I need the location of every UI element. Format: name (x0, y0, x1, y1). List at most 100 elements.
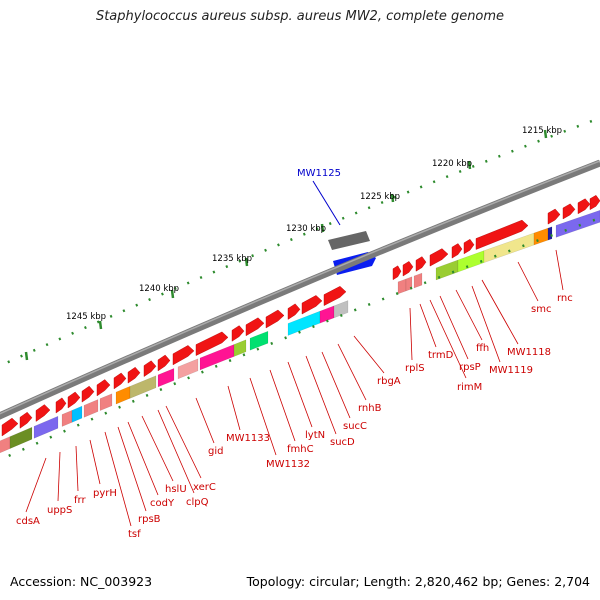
gene-label-leader (75, 445, 79, 492)
gene-arrow (19, 411, 33, 429)
accession-text: Accession: NC_003923 (10, 574, 153, 589)
gene-arrow (265, 309, 285, 329)
ruler-label-1245: 1245 kbp (66, 312, 106, 322)
gene-category-block (333, 300, 349, 319)
gene-label-leader (353, 335, 385, 374)
genome-summary-text: Topology: circular; Length: 2,820,462 bp… (246, 574, 590, 589)
gene-category-block (157, 368, 175, 388)
gene-label-rpsB: rpsB (138, 514, 161, 525)
genome-backbone (0, 159, 600, 420)
gene-arrow (231, 325, 245, 342)
ruler-major-tick (244, 257, 249, 267)
gene-label-MW1133: MW1133 (226, 433, 270, 444)
gene-label-leader (157, 409, 195, 494)
ruler-major-tick (543, 129, 548, 139)
gene-category-block (115, 385, 131, 405)
ruler-major-tick (390, 193, 395, 203)
gene-label-leader (471, 285, 501, 363)
gene-label-leader (227, 385, 241, 431)
gene-label-MW1118: MW1118 (507, 347, 551, 358)
gene-label-leader (195, 397, 215, 444)
gene-label-trmD: trmD (428, 350, 454, 361)
gene-arrow (81, 385, 95, 403)
gene-category-block (129, 375, 157, 399)
ruler-label-1215: 1215 kbp (522, 126, 562, 136)
ruler-label-1220: 1220 kbp (432, 159, 472, 169)
gene-arrow (55, 397, 67, 414)
ruler-label-1230: 1230 kbp (286, 224, 326, 234)
gene-arrow (127, 366, 141, 384)
gene-label-MW1132: MW1132 (266, 459, 310, 470)
gene-label-rnc: rnc (557, 293, 573, 304)
gene-label-leader (337, 343, 367, 401)
gene-arrow (323, 286, 347, 306)
gene-arrow (429, 248, 449, 267)
gene-arrow (392, 265, 402, 281)
gene-category-block (33, 415, 59, 439)
gene-arrow (245, 317, 265, 337)
gene-arrow (35, 404, 51, 422)
gene-category-block (233, 339, 247, 357)
gene-labels: cdsA uppS frr pyrH tsf rpsB codY hslU cl… (16, 293, 573, 540)
gene-label-rnhB: rnhB (358, 403, 382, 414)
gene-label-fmhC: fmhC (287, 444, 314, 455)
gene-category-block (9, 426, 33, 449)
gene-label-ffh: ffh (476, 343, 489, 354)
ruler-major-tick (467, 160, 472, 170)
gene-label-leader (419, 303, 437, 348)
gene-label-leader (104, 431, 132, 527)
gene-category-block (71, 405, 83, 423)
gene-label-rplS: rplS (405, 363, 425, 374)
gene-arrow (172, 345, 195, 366)
gene-arrow (301, 295, 323, 315)
ruler-major-tick (170, 289, 175, 299)
gene-arrow (402, 261, 414, 277)
gene-arrow (415, 256, 427, 272)
gene-label-uppS: uppS (47, 505, 72, 516)
gene-label-leader (481, 279, 519, 345)
gene-label-lytN: lytN (305, 430, 325, 441)
gene-label-sucD: sucD (330, 437, 355, 448)
gene-label-codY: codY (150, 498, 175, 509)
gene-arrow (157, 354, 171, 372)
gene-label-leader (455, 289, 483, 341)
ruler-label-1225: 1225 kbp (360, 192, 400, 202)
gene-label-leader (305, 355, 337, 435)
ruler-major-tick (24, 351, 29, 361)
gene-arrow (562, 203, 576, 220)
gene-label-frr: frr (74, 495, 86, 506)
gene-label-leader (25, 457, 47, 513)
gene-label-gid: gid (208, 446, 223, 457)
gene-features (0, 195, 600, 454)
highlight-leader-line (312, 180, 341, 226)
gene-arrow (67, 391, 81, 409)
gene-label-leader (321, 351, 351, 419)
gene-category-block (547, 226, 553, 241)
gene-category-block (177, 358, 199, 380)
gene-label-leader (165, 405, 202, 479)
gene-label-leader (249, 377, 277, 456)
gene-category-block (457, 250, 485, 273)
gene-category-block (413, 272, 423, 289)
gene-category-block (249, 330, 269, 351)
gene-label-leader (429, 299, 467, 379)
highlight-gene-dark (328, 231, 370, 250)
gene-label-rpsP: rpsP (459, 362, 481, 373)
genome-backbone-highlight (0, 160, 600, 415)
gene-arrow (451, 243, 463, 259)
ruler-major-tick (98, 320, 103, 330)
gene-category-block (99, 393, 113, 412)
gene-label-hslU: hslU (165, 484, 187, 495)
gene-arrow (589, 195, 600, 211)
gene-label-smc: smc (531, 304, 551, 315)
gene-label-leader (89, 439, 101, 485)
gene-category-block (555, 210, 600, 238)
gene-label-leader (555, 249, 564, 291)
ruler-major-ticks (24, 129, 548, 361)
highlight-gene-label: MW1125 (297, 168, 341, 179)
gene-category-block (397, 278, 407, 295)
gene-arrow (463, 238, 475, 255)
inner-ruler-ticks (0, 216, 600, 462)
gene-category-block (0, 436, 11, 454)
gene-arrow (577, 198, 591, 215)
